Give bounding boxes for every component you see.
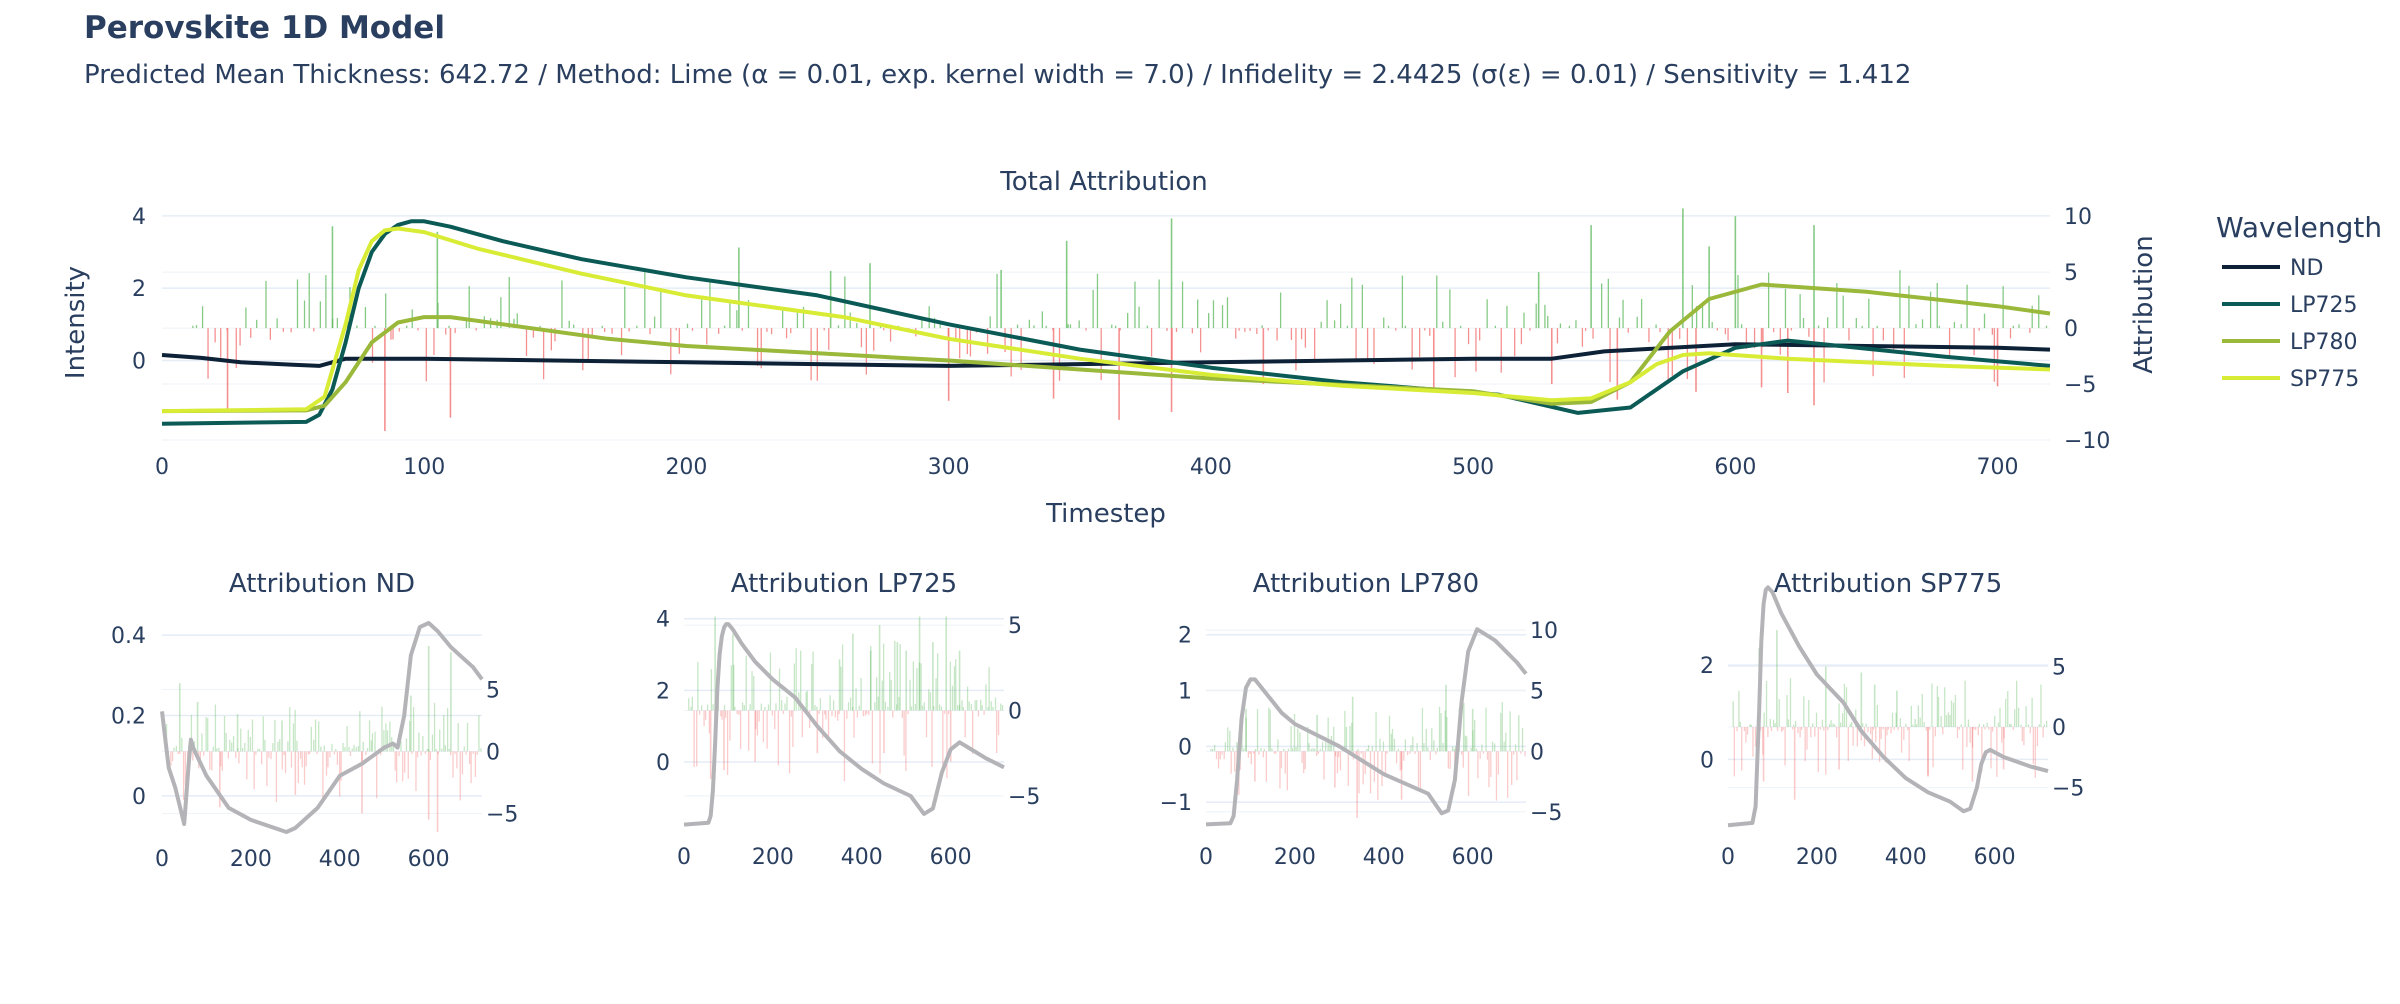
intensity-line [160,621,484,834]
chart-sp775: Attribution SP775 0 200 400 600 0 2 −5 0 5 [1700,569,2084,870]
y2-tick-label: 5 [2052,655,2066,680]
attribution-bars [1732,630,2048,800]
x-tick-label: 400 [1363,845,1405,870]
x-tick-label: 200 [1796,845,1838,870]
y2-tick-label: −5 [2064,373,2096,398]
y2-tick-label: −5 [1008,785,1040,810]
y-tick-label: 2 [132,277,146,302]
x-tick-label: 300 [928,455,970,480]
chart-title: Attribution LP780 [1253,569,1479,599]
figure-subtitle: Predicted Mean Thickness: 642.72 / Metho… [84,60,1911,90]
x-tick-label: 600 [1974,845,2016,870]
series-line-lp725 [161,219,2051,426]
x-tick-label: 400 [1190,455,1232,480]
y2-tick-label: −5 [2052,777,2084,802]
y-tick-label: 4 [132,205,146,230]
x-tick-label: 400 [319,847,361,872]
y2-tick-label: 5 [1530,680,1544,705]
y-tick-label: 2 [1178,624,1192,649]
chart-nd: Attribution ND 0 200 400 600 0 0.2 0.4 −5 0 5 [111,569,518,872]
y2-tick-label: 0 [2052,716,2066,741]
y2-tick-label: −10 [2064,429,2110,454]
intensity-line [1727,585,2049,828]
y2-tick-label: 0 [1530,740,1544,765]
y-tick-label: 2 [1700,654,1714,679]
y2-tick-label: 5 [486,678,500,703]
x-tick-label: 0 [155,455,169,480]
y-tick-label: 0 [132,349,146,374]
x-tick-label: 600 [408,847,450,872]
legend-item-lp780[interactable]: LP780 [2222,330,2358,355]
legend-label: LP725 [2290,293,2358,318]
x-tick-label: 0 [1199,845,1213,870]
y-tick-label: 4 [656,608,670,633]
x-tick-label: 200 [752,845,794,870]
x-axis-title: Timestep [1045,499,1166,529]
y2-tick-label: 0 [1008,699,1022,724]
legend-label: LP780 [2290,330,2358,355]
y-tick-label: −1 [1160,791,1192,816]
y-tick-label: 0 [1700,748,1714,773]
x-tick-label: 0 [677,845,691,870]
legend-label: ND [2290,256,2323,281]
x-tick-label: 0 [1721,845,1735,870]
x-tick-label: 600 [1452,845,1494,870]
figure-title: Perovskite 1D Model [84,10,445,46]
intensity-line [683,622,1005,827]
series-line-sp775 [161,226,2051,414]
x-tick-label: 200 [665,455,707,480]
y-tick-label: 1 [1178,680,1192,705]
y2-tick-label: 10 [1530,619,1558,644]
chart-title: Total Attribution [999,167,1207,197]
x-tick-label: 600 [930,845,972,870]
y-tick-label: 0.2 [111,704,146,729]
y2-tick-label: −5 [486,802,518,827]
x-tick-label: 700 [1977,455,2019,480]
attribution-bars [165,646,482,832]
x-tick-label: 200 [1274,845,1316,870]
x-tick-label: 600 [1714,455,1756,480]
chart-title: Attribution LP725 [731,569,957,599]
x-tick-label: 400 [1885,845,1927,870]
y2-tick-label: 0 [486,740,500,765]
y2-tick-label: 10 [2064,205,2092,230]
series-line-lp780 [161,282,2051,414]
y2-tick-label: 0 [2064,317,2078,342]
y-tick-label: 0 [656,751,670,776]
legend[interactable]: Wavelength ND LP725 LP780 SP775 [2216,211,2382,392]
y2-tick-label: 5 [2064,261,2078,286]
chart-lp780: Attribution LP780 0 200 400 600 −1 0 1 2 −5 0 5 10 [1160,569,1563,870]
y2-tick-label: −5 [1530,801,1562,826]
y-tick-label: 0 [132,785,146,810]
x-tick-label: 500 [1452,455,1494,480]
x-tick-label: 200 [230,847,272,872]
attribution-bars [688,616,1004,782]
y2-axis-title: Attribution [2129,235,2159,373]
attribution-bars [1210,684,1526,818]
chart-title: Attribution ND [229,569,415,599]
y2-tick-label: 5 [1008,614,1022,639]
legend-item-nd[interactable]: ND [2222,256,2323,281]
y-tick-label: 2 [656,679,670,704]
legend-label: SP775 [2290,367,2359,392]
legend-item-sp775[interactable]: SP775 [2222,367,2359,392]
y-tick-label: 0 [1178,735,1192,760]
chart-lp725: Attribution LP725 0 200 400 600 0 2 4 −5 0 5 [656,569,1040,870]
x-tick-label: 400 [841,845,883,870]
x-tick-label: 100 [403,455,445,480]
legend-title: Wavelength [2216,211,2382,244]
chart-title: Attribution SP775 [1774,569,2003,599]
intensity-line [1205,627,1528,827]
x-tick-label: 0 [155,847,169,872]
legend-item-lp725[interactable]: LP725 [2222,293,2358,318]
y-tick-label: 0.4 [111,624,146,649]
y-axis-title: Intensity [61,266,91,379]
